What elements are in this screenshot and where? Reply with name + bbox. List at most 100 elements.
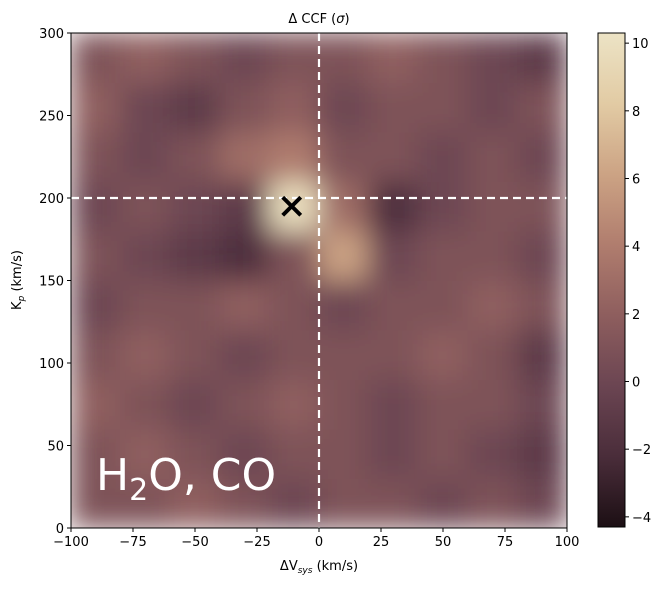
- x-tick-label: 100: [555, 535, 580, 550]
- heatmap-cell: [467, 33, 518, 83]
- x-tick-label: −25: [243, 535, 270, 550]
- colorbar-tick-label: 2: [632, 308, 640, 323]
- heatmap-cell: [71, 33, 122, 83]
- y-tick-label: 100: [39, 357, 64, 372]
- heatmap-cell: [120, 280, 171, 331]
- heatmap-cell: [219, 280, 270, 331]
- heatmap: [71, 33, 567, 528]
- heatmap-cell: [516, 329, 567, 380]
- y-tick-label: 300: [39, 27, 64, 42]
- heatmap-cell: [368, 379, 419, 430]
- x-axis-label: ΔVsys (km/s): [280, 559, 358, 576]
- heatmap-cell: [71, 230, 122, 281]
- heatmap-cell: [169, 82, 221, 133]
- x-tick-label: −50: [181, 535, 208, 550]
- heatmap-cell: [318, 181, 370, 232]
- x-tick-label: 75: [497, 535, 514, 550]
- heatmap-cell: [467, 131, 518, 182]
- marker: [281, 195, 303, 217]
- colorbar-tick-label: 8: [632, 105, 640, 120]
- heatmap-cell: [467, 428, 518, 479]
- y-tick-label: 50: [47, 440, 64, 455]
- heatmap-cell: [368, 181, 419, 232]
- colorbar-tick-label: −2: [632, 443, 651, 458]
- heatmap-cell: [71, 82, 122, 133]
- heatmap-cell: [368, 280, 419, 331]
- colorbar-tick-label: 4: [632, 240, 640, 255]
- heatmap-cell: [516, 280, 567, 331]
- heatmap-cell: [516, 82, 567, 133]
- heatmap-cell: [71, 329, 122, 380]
- y-tick-label: 250: [39, 110, 64, 125]
- y-tick-label: 150: [39, 275, 64, 290]
- heatmap-cell: [467, 478, 518, 528]
- heatmap-cell: [467, 82, 518, 133]
- heatmap-cell: [516, 131, 567, 182]
- colorbar-tick-label: 6: [632, 172, 640, 187]
- heatmap-cell: [516, 428, 567, 479]
- heatmap-cell: [268, 82, 320, 133]
- heatmap-cell: [417, 230, 469, 281]
- x-tick-label: 50: [435, 535, 452, 550]
- heatmap-cell: [417, 33, 469, 83]
- heatmap-cell: [318, 280, 370, 331]
- heatmap-cell: [120, 428, 171, 479]
- heatmap-cell: [318, 131, 370, 182]
- heatmap-cell: [120, 82, 171, 133]
- heatmap-cell: [417, 280, 469, 331]
- heatmap-cell: [120, 33, 171, 83]
- heatmap-cell: [219, 131, 270, 182]
- heatmap-cell: [467, 181, 518, 232]
- heatmap-cell: [169, 33, 221, 83]
- heatmap-cell: [516, 478, 567, 528]
- heatmap-cell: [417, 181, 469, 232]
- heatmap-cell: [219, 33, 270, 83]
- heatmap-cell: [219, 329, 270, 380]
- heatmap-cell: [71, 131, 122, 182]
- heatmap-cell: [268, 280, 320, 331]
- heatmap-cell: [368, 478, 419, 528]
- heatmap-cell: [417, 478, 469, 528]
- x-tick-label: −100: [53, 535, 89, 550]
- heatmap-cell: [219, 428, 270, 479]
- heatmap-cell: [169, 131, 221, 182]
- heatmap-cell: [71, 478, 122, 528]
- y-tick-label: 0: [56, 522, 64, 537]
- heatmap-cell: [417, 329, 469, 380]
- heatmap-cell: [169, 329, 221, 380]
- heatmap-cell: [169, 181, 221, 232]
- heatmap-cell: [368, 329, 419, 380]
- heatmap-cell: [169, 478, 221, 528]
- heatmap-cell: [467, 280, 518, 331]
- overlays: [71, 33, 567, 528]
- heatmap-cell: [120, 131, 171, 182]
- y-axis-label: Kp (km/s): [10, 250, 27, 310]
- heatmap-cell: [268, 33, 320, 83]
- heatmap-cell: [120, 478, 171, 528]
- heatmap-cell: [169, 280, 221, 331]
- heatmap-cell: [169, 428, 221, 479]
- heatmap-cell: [219, 181, 270, 232]
- colorbar-tick-label: −4: [632, 511, 651, 526]
- colorbar-tick-label: 0: [632, 376, 640, 391]
- heatmap-cell: [417, 131, 469, 182]
- heatmap-cell: [318, 33, 370, 83]
- heatmap-cell: [467, 329, 518, 380]
- heatmap-cell: [318, 82, 370, 133]
- heatmap-cell: [219, 478, 270, 528]
- heatmap-cell: [368, 131, 419, 182]
- x-tick-label: 0: [315, 535, 323, 550]
- heatmap-cell: [268, 230, 320, 281]
- colorbar: [597, 32, 626, 528]
- heatmap-cell: [368, 82, 419, 133]
- heatmap-cell: [120, 329, 171, 380]
- heatmap-cell: [169, 379, 221, 430]
- heatmap-cell: [219, 82, 270, 133]
- heatmap-cell: [120, 230, 171, 281]
- heatmap-cell: [516, 33, 567, 83]
- heatmap-cell: [516, 379, 567, 430]
- heatmap-cell: [71, 280, 122, 331]
- heatmap-cell: [219, 379, 270, 430]
- heatmap-cell: [417, 82, 469, 133]
